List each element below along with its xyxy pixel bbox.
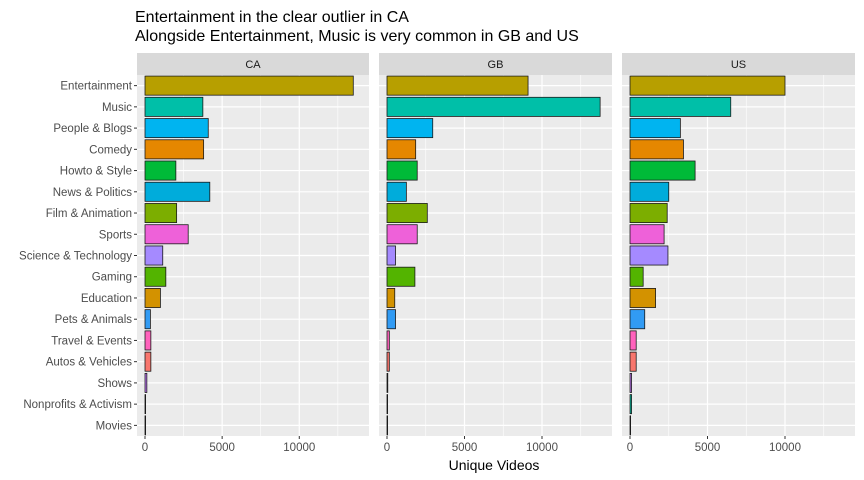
bar-us-gaming bbox=[629, 266, 644, 287]
x-tick-label: 5000 bbox=[209, 442, 235, 454]
chart-title-line-1: Entertainment in the clear outlier in CA bbox=[135, 9, 409, 26]
y-axis-category-labels: Entertainment Music People & Blogs Comedy Ho… bbox=[19, 81, 137, 432]
bar-gb-news-politics bbox=[386, 181, 407, 202]
bar-us-news-politics bbox=[629, 181, 670, 202]
bar-gb-people-blogs bbox=[386, 118, 434, 139]
bar-ca-news-politics bbox=[144, 181, 211, 202]
bar-us-comedy bbox=[629, 139, 684, 160]
bar-gb-entertainment bbox=[386, 75, 529, 96]
y-tick-label-movies: Movies bbox=[96, 420, 133, 432]
facet-panel-us: US 0 5000 10000 bbox=[622, 53, 855, 454]
y-tick-label-people-blogs: People & Blogs bbox=[53, 123, 132, 135]
facet-strip-gb bbox=[379, 53, 612, 75]
x-tick-label: 5000 bbox=[452, 442, 478, 454]
bar-us-howto-style bbox=[629, 160, 696, 181]
bar-us-nonprofits-activism bbox=[629, 394, 632, 415]
x-tick-label: 5000 bbox=[695, 442, 721, 454]
bar-us-science-technology bbox=[629, 245, 669, 266]
bar-ca-entertainment bbox=[144, 75, 354, 96]
bar-ca-education bbox=[144, 288, 161, 308]
y-tick-label-howto-style: Howto & Style bbox=[60, 166, 132, 178]
bar-ca-howto-style bbox=[144, 160, 177, 181]
bar-ca-film-animation bbox=[144, 203, 178, 223]
bar-gb-howto-style bbox=[386, 160, 418, 181]
bar-ca-music bbox=[144, 96, 204, 117]
facet-strip-label-us: US bbox=[731, 59, 746, 71]
plot-area: CA 0 5000 10000 GB 0 5000 10000 US 0 5000 10000 Ente… bbox=[19, 53, 855, 454]
y-tick-label-film-animation: Film & Animation bbox=[46, 208, 132, 220]
bar-ca-gaming bbox=[144, 266, 167, 287]
bar-ca-nonprofits-activism bbox=[144, 394, 147, 415]
bar-us-education bbox=[629, 288, 656, 308]
y-tick-label-sports: Sports bbox=[99, 229, 132, 241]
bar-us-people-blogs bbox=[629, 118, 681, 139]
y-tick-label-education: Education bbox=[81, 293, 132, 305]
bar-us-film-animation bbox=[629, 203, 668, 223]
x-tick-label: 10000 bbox=[769, 442, 801, 454]
chart-title-line-2: Alongside Entertainment, Music is very c… bbox=[135, 28, 579, 45]
bar-ca-sports bbox=[144, 224, 189, 245]
bar-ca-shows bbox=[144, 372, 148, 393]
bar-ca-people-blogs bbox=[144, 118, 209, 139]
bar-gb-education bbox=[386, 288, 396, 308]
bar-us-travel-events bbox=[629, 330, 637, 351]
bar-gb-film-animation bbox=[386, 203, 428, 223]
x-tick-label: 10000 bbox=[526, 442, 558, 454]
y-tick-label-gaming: Gaming bbox=[92, 272, 132, 284]
y-tick-label-nonprofits-activism: Nonprofits & Activism bbox=[23, 399, 132, 411]
bar-gb-gaming bbox=[386, 266, 416, 287]
facet-strip-us bbox=[622, 53, 855, 75]
x-tick-label: 0 bbox=[142, 442, 148, 454]
bar-ca-movies bbox=[144, 415, 147, 436]
bar-gb-travel-events bbox=[386, 330, 390, 351]
bar-ca-science-technology bbox=[144, 245, 164, 266]
bar-us-entertainment bbox=[629, 75, 786, 96]
bar-ca-pets-animals bbox=[144, 309, 151, 330]
y-tick-label-travel-events: Travel & Events bbox=[51, 335, 132, 347]
bar-gb-pets-animals bbox=[386, 309, 396, 330]
facet-panel-gb: GB 0 5000 10000 bbox=[379, 53, 612, 454]
facet-strip-ca bbox=[137, 53, 369, 75]
y-tick-label-pets-animals: Pets & Animals bbox=[55, 314, 133, 326]
x-axis-title: Unique Videos bbox=[449, 457, 540, 473]
x-tick-label: 0 bbox=[627, 442, 633, 454]
bar-gb-comedy bbox=[386, 139, 417, 160]
y-tick-label-music: Music bbox=[102, 102, 132, 114]
facet-panel-ca: CA 0 5000 10000 bbox=[137, 53, 369, 454]
bar-ca-comedy bbox=[144, 139, 205, 160]
bar-gb-autos-vehicles bbox=[386, 351, 390, 372]
y-tick-label-news-politics: News & Politics bbox=[53, 187, 132, 199]
bar-gb-music bbox=[386, 96, 601, 117]
bar-ca-travel-events bbox=[144, 330, 152, 351]
bar-gb-sports bbox=[386, 224, 418, 245]
bar-gb-science-technology bbox=[386, 245, 396, 266]
bar-us-sports bbox=[629, 224, 665, 245]
bar-gb-shows bbox=[386, 372, 389, 393]
bar-gb-nonprofits-activism bbox=[386, 394, 389, 415]
bar-gb-movies bbox=[386, 415, 389, 436]
bar-ca-autos-vehicles bbox=[144, 351, 152, 372]
y-tick-label-shows: Shows bbox=[97, 378, 132, 390]
bar-us-movies bbox=[629, 415, 632, 436]
facet-strip-label-gb: GB bbox=[488, 59, 504, 71]
x-tick-label: 0 bbox=[384, 442, 390, 454]
x-tick-label: 10000 bbox=[283, 442, 315, 454]
bar-us-autos-vehicles bbox=[629, 351, 637, 372]
facet-strip-label-ca: CA bbox=[245, 59, 261, 71]
y-tick-label-entertainment: Entertainment bbox=[60, 81, 132, 93]
bar-us-shows bbox=[629, 372, 632, 393]
y-tick-label-comedy: Comedy bbox=[89, 144, 132, 156]
y-tick-label-autos-vehicles: Autos & Vehicles bbox=[46, 357, 133, 369]
bar-us-music bbox=[629, 96, 732, 117]
y-tick-label-science-technology: Science & Technology bbox=[19, 251, 132, 263]
bar-us-pets-animals bbox=[629, 309, 646, 330]
